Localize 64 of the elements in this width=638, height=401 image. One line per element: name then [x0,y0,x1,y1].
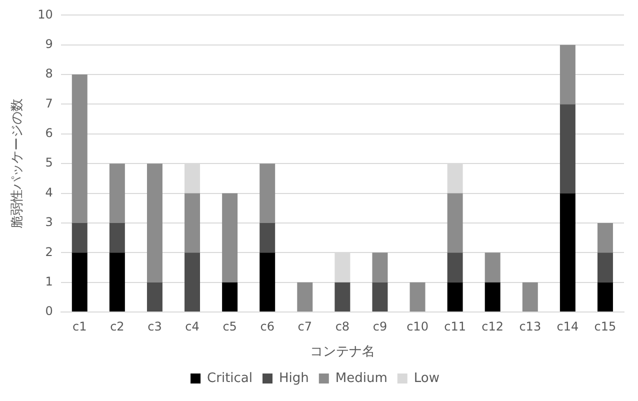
legend-label: Critical [207,370,253,386]
bar [260,252,276,312]
x-tick-label: c4 [185,319,200,334]
x-tick-label: c8 [335,319,350,334]
y-tick-label: 5 [45,156,53,170]
bar [109,222,125,253]
y-tick-label: 8 [45,66,53,81]
bar [297,282,313,312]
x-tick-label: c15 [594,319,616,334]
bar [372,252,388,282]
y-tick-label: 1 [45,274,53,288]
x-tick-label: c9 [372,319,388,334]
bar [447,193,463,253]
bar [184,252,200,312]
x-tick-label: c14 [556,319,579,334]
bar [72,74,88,223]
legend-label: Low [414,370,440,386]
bar [109,252,125,312]
x-tick-label: c10 [406,319,428,334]
x-tick-label: c1 [72,319,87,334]
y-tick-label: 0 [45,304,53,318]
bar [560,104,576,194]
x-tick-label: c3 [148,319,162,334]
bar [146,164,162,282]
bar [260,222,276,253]
bar [72,252,88,312]
x-tick-label: c11 [444,319,466,334]
bar [260,164,276,223]
bar [597,222,613,253]
x-axis-title: コンテナ名 [310,344,375,360]
bar [184,193,200,253]
x-tick-label: c6 [260,319,274,334]
bar [597,282,613,312]
y-tick-label: 3 [45,215,53,230]
y-tick-label: 10 [38,7,53,22]
y-tick-label: 2 [45,244,53,259]
y-tick-label: 6 [45,126,53,140]
bar [522,282,538,312]
bar [560,193,576,312]
x-tick-label: c7 [298,319,312,334]
y-tick-label: 4 [45,185,53,200]
bar [484,252,500,282]
legend-label: High [279,370,309,386]
bar [334,282,350,312]
x-tick-label: c13 [519,319,542,334]
y-tick-label: 7 [45,96,53,110]
bar [109,164,125,223]
bar [447,252,463,282]
bar [447,282,463,312]
x-tick-label: c2 [110,319,124,334]
bar [597,252,613,282]
bar [222,282,238,312]
bar [484,282,500,312]
x-tick-label: c5 [222,319,237,334]
bar [410,282,426,312]
bar [372,282,388,312]
y-axis-title: 脆弱性パッケージの数 [10,98,26,229]
bar [72,222,88,253]
legend-label: Medium [335,370,388,386]
bar [146,282,162,312]
x-tick-label: c12 [482,319,504,334]
y-tick-label: 9 [45,37,53,52]
bar [222,193,238,282]
bar [560,44,576,104]
